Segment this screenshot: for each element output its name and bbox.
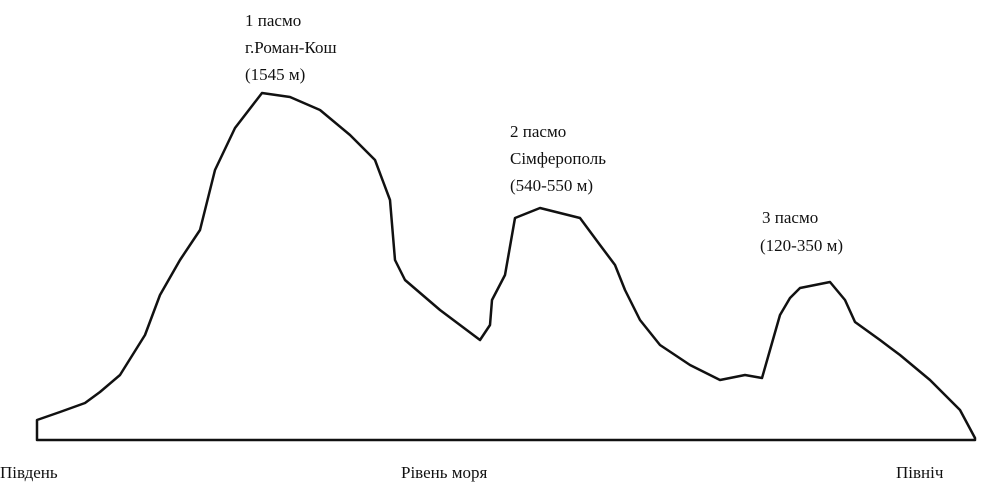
range-height: (120-350 м): [760, 236, 843, 255]
mountain-profile: [35, 91, 977, 442]
range-place: Сімферополь: [510, 149, 606, 168]
range-height: (540-550 м): [510, 176, 593, 195]
range-name: 1 пасмо: [245, 11, 301, 30]
sea-level-label: Рівень моря: [401, 463, 488, 482]
north-label: Північ: [896, 463, 944, 482]
range-name: 3 пасмо: [762, 208, 818, 227]
range-place: г.Роман-Кош: [245, 38, 337, 57]
range-height: (1545 м): [245, 65, 305, 84]
range-name: 2 пасмо: [510, 122, 566, 141]
south-label: Південь: [0, 463, 58, 482]
